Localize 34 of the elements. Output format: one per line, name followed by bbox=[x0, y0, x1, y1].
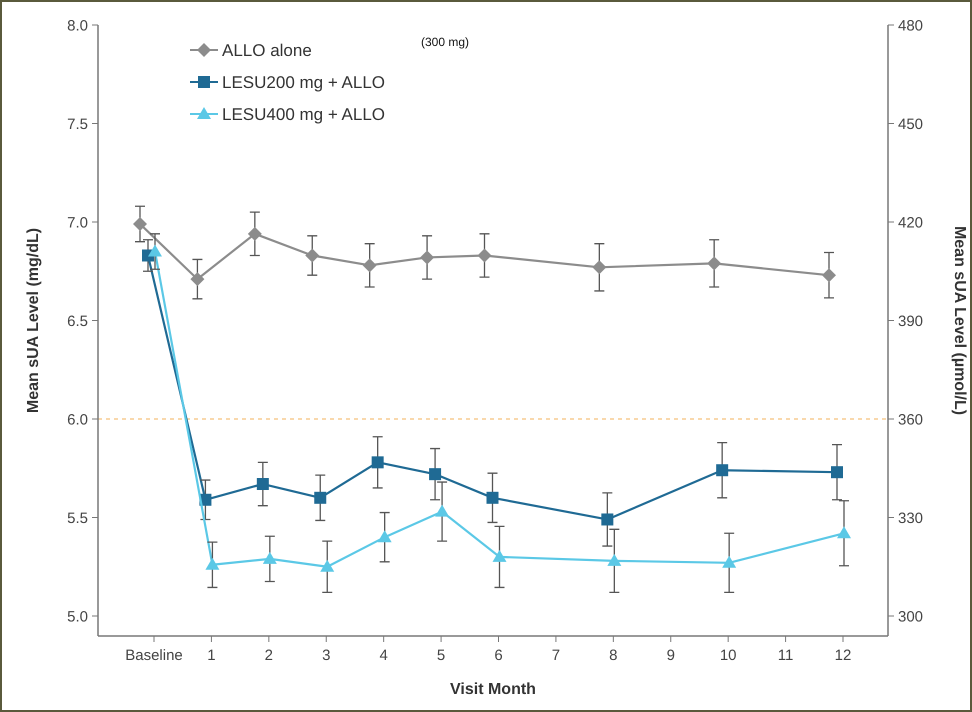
y-axis-title: Mean sUA Level (mg/dL) bbox=[25, 228, 42, 414]
legend-label: ALLO alone bbox=[222, 40, 312, 60]
legend-label: LESU200 mg + ALLO bbox=[222, 72, 386, 92]
x-tick-label: 5 bbox=[436, 647, 446, 664]
y-tick-label: 6.0 bbox=[67, 411, 88, 428]
x-tick-label: 6 bbox=[494, 647, 503, 664]
x-tick-label: 1 bbox=[207, 647, 216, 664]
x-tick-label: Baseline bbox=[125, 647, 183, 664]
x-tick-label: 8 bbox=[609, 647, 618, 664]
y2-tick-label: 450 bbox=[898, 116, 924, 133]
y2-tick-label: 390 bbox=[898, 312, 924, 330]
y-tick-label: 7.0 bbox=[67, 214, 88, 232]
y2-tick-label: 360 bbox=[898, 411, 924, 428]
x-tick-label: 2 bbox=[264, 647, 274, 664]
y2-tick-label: 300 bbox=[898, 608, 924, 626]
x-tick-label: 12 bbox=[834, 647, 852, 664]
x-tick-label: 4 bbox=[379, 647, 388, 664]
y-tick-label: 5.5 bbox=[67, 510, 88, 527]
y-tick-label: 7.5 bbox=[67, 116, 88, 133]
x-tick-label: 9 bbox=[666, 647, 675, 664]
annotation: (300 mg) bbox=[420, 35, 470, 49]
x-tick-label: 7 bbox=[552, 647, 560, 664]
y-tick-label: 5.0 bbox=[67, 608, 88, 626]
x-tick-label: 3 bbox=[322, 647, 330, 664]
x-tick-label: 10 bbox=[720, 647, 737, 664]
legend-label: LESU400 mg + ALLO bbox=[222, 104, 386, 124]
x-tick-label: 11 bbox=[778, 647, 794, 664]
y-tick-label: 6.5 bbox=[67, 312, 88, 330]
y2-axis-title: Mean sUA Level (µmol/L) bbox=[951, 226, 968, 416]
y2-tick-label: 330 bbox=[898, 510, 924, 527]
x-axis-title: Visit Month bbox=[450, 681, 536, 698]
y-tick-label: 8.0 bbox=[67, 17, 88, 34]
y2-tick-label: 420 bbox=[898, 214, 924, 232]
y2-tick-label: 480 bbox=[898, 17, 924, 34]
